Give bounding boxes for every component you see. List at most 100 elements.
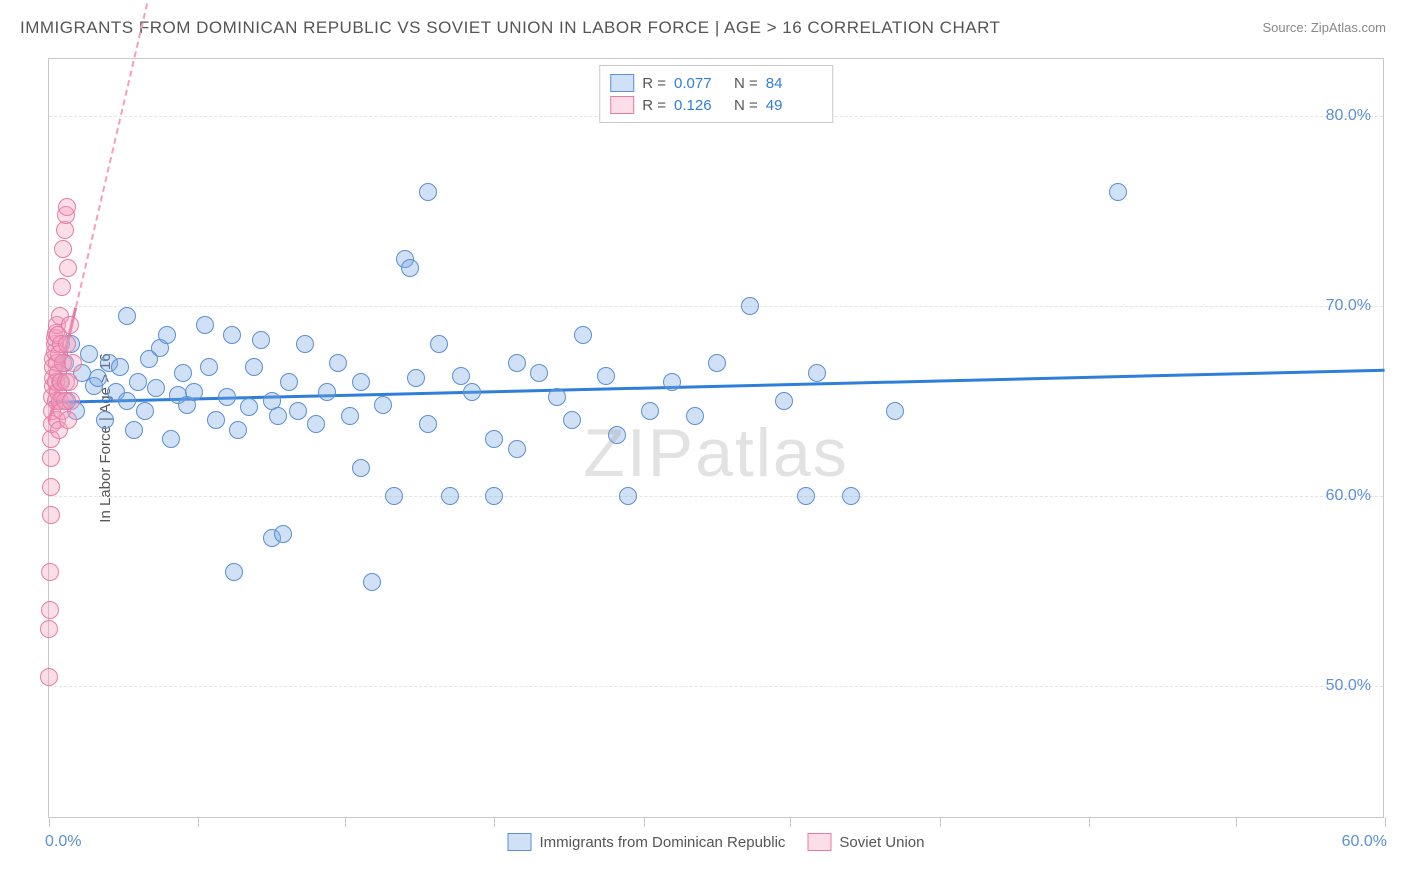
data-point xyxy=(58,198,76,216)
data-point xyxy=(240,398,258,416)
data-point xyxy=(307,415,325,433)
data-point xyxy=(245,358,263,376)
data-point xyxy=(252,331,270,349)
x-tick xyxy=(49,817,50,827)
legend-item: Immigrants from Dominican Republic xyxy=(508,833,786,851)
x-axis-max-label: 60.0% xyxy=(1342,833,1387,851)
data-point xyxy=(129,373,147,391)
data-point xyxy=(58,335,76,353)
grid-line xyxy=(49,686,1383,687)
x-tick xyxy=(1236,817,1237,827)
data-point xyxy=(59,411,77,429)
data-point xyxy=(686,407,704,425)
data-point xyxy=(886,402,904,420)
data-point xyxy=(62,392,80,410)
legend-swatch xyxy=(807,833,831,851)
chart-title: IMMIGRANTS FROM DOMINICAN REPUBLIC VS SO… xyxy=(20,18,1000,38)
legend-n-value: 84 xyxy=(766,75,818,92)
data-point xyxy=(41,563,59,581)
data-point xyxy=(608,426,626,444)
data-point xyxy=(111,358,129,376)
data-point xyxy=(597,367,615,385)
x-tick xyxy=(644,817,645,827)
data-point xyxy=(61,316,79,334)
data-point xyxy=(96,411,114,429)
legend-swatch xyxy=(610,74,634,92)
legend-swatch xyxy=(610,96,634,114)
data-point xyxy=(147,379,165,397)
data-point xyxy=(419,415,437,433)
source-credit: Source: ZipAtlas.com xyxy=(1262,20,1386,35)
data-point xyxy=(40,620,58,638)
data-point xyxy=(401,259,419,277)
x-tick xyxy=(940,817,941,827)
data-point xyxy=(385,487,403,505)
data-point xyxy=(775,392,793,410)
data-point xyxy=(42,506,60,524)
data-point xyxy=(574,326,592,344)
legend-swatch xyxy=(508,833,532,851)
data-point xyxy=(269,407,287,425)
data-point xyxy=(619,487,637,505)
data-point xyxy=(741,297,759,315)
data-point xyxy=(218,388,236,406)
legend-n-value: 49 xyxy=(766,97,818,114)
legend-series: Immigrants from Dominican Republic Soviet… xyxy=(508,833,925,851)
data-point xyxy=(430,335,448,353)
data-point xyxy=(663,373,681,391)
y-tick-label: 70.0% xyxy=(1326,297,1371,315)
data-point xyxy=(329,354,347,372)
x-axis-min-label: 0.0% xyxy=(45,833,81,851)
x-tick xyxy=(1385,817,1386,827)
plot-area: 50.0%60.0%70.0%80.0% xyxy=(49,59,1383,817)
data-point xyxy=(374,396,392,414)
data-point xyxy=(485,487,503,505)
legend-label: Immigrants from Dominican Republic xyxy=(540,834,786,851)
data-point xyxy=(54,240,72,258)
x-tick xyxy=(790,817,791,827)
data-point xyxy=(318,383,336,401)
x-tick xyxy=(198,817,199,827)
y-tick-label: 60.0% xyxy=(1326,487,1371,505)
data-point xyxy=(89,369,107,387)
data-point xyxy=(207,411,225,429)
x-tick xyxy=(1089,817,1090,827)
data-point xyxy=(296,335,314,353)
data-point xyxy=(419,183,437,201)
grid-line xyxy=(49,496,1383,497)
data-point xyxy=(289,402,307,420)
data-point xyxy=(280,373,298,391)
y-tick-label: 50.0% xyxy=(1326,677,1371,695)
legend-r-label: R = xyxy=(642,75,666,92)
data-point xyxy=(225,563,243,581)
data-point xyxy=(118,392,136,410)
data-point xyxy=(530,364,548,382)
data-point xyxy=(64,354,82,372)
data-point xyxy=(797,487,815,505)
data-point xyxy=(508,440,526,458)
data-point xyxy=(42,449,60,467)
data-point xyxy=(485,430,503,448)
data-point xyxy=(274,525,292,543)
legend-correlation: R =0.077N =84R =0.126N =49 xyxy=(599,65,833,123)
legend-label: Soviet Union xyxy=(839,834,924,851)
data-point xyxy=(352,373,370,391)
data-point xyxy=(200,358,218,376)
data-point xyxy=(40,668,58,686)
legend-n-label: N = xyxy=(734,75,758,92)
data-point xyxy=(60,373,78,391)
data-point xyxy=(80,345,98,363)
data-point xyxy=(463,383,481,401)
legend-item: Soviet Union xyxy=(807,833,924,851)
data-point xyxy=(441,487,459,505)
x-tick xyxy=(345,817,346,827)
x-tick xyxy=(494,817,495,827)
data-point xyxy=(641,402,659,420)
data-point xyxy=(185,383,203,401)
trend-line xyxy=(75,0,162,307)
legend-r-value: 0.126 xyxy=(674,97,726,114)
data-point xyxy=(352,459,370,477)
data-point xyxy=(158,326,176,344)
data-point xyxy=(162,430,180,448)
data-point xyxy=(363,573,381,591)
